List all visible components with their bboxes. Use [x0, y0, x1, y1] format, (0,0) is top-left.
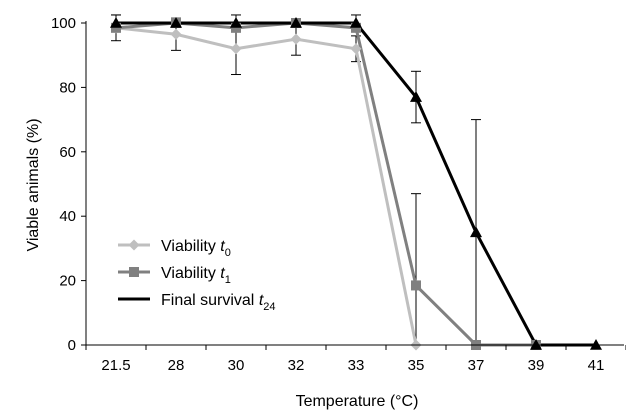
data-point — [170, 17, 182, 28]
y-tick-label: 20 — [59, 273, 76, 290]
y-tick-label: 100 — [51, 15, 76, 32]
x-tick-label: 39 — [528, 357, 545, 374]
data-point — [351, 22, 361, 33]
data-point — [530, 339, 542, 350]
data-point — [350, 43, 362, 55]
y-tick-label: 40 — [59, 208, 76, 225]
data-point — [231, 22, 241, 33]
data-point — [290, 17, 302, 28]
data-point — [111, 22, 121, 33]
legend-item-1: Viability t0 — [118, 238, 231, 259]
data-point — [411, 280, 421, 291]
data-point — [110, 17, 122, 28]
x-tick-label: 28 — [168, 357, 185, 374]
x-tick-label: 37 — [468, 357, 485, 374]
legend-item-3: Final survival t24 — [118, 292, 276, 313]
tick-labels: 0 20 40 60 80 100 21.5 28 30 32 33 35 37 39 41 — [51, 15, 604, 374]
axes — [81, 21, 626, 350]
legend-item-2: Viability t1 — [118, 265, 231, 286]
x-tick-label: 33 — [348, 357, 365, 374]
legend-label: Viability t1 — [161, 265, 231, 286]
legend-label: Final survival t24 — [161, 292, 276, 313]
data-point — [290, 33, 302, 45]
x-tick-label: 35 — [408, 357, 425, 374]
legend: Viability t0 Viability t1 Final survival t… — [118, 238, 276, 313]
data-point — [470, 226, 482, 238]
x-axis-title: Temperature (°C) — [296, 393, 419, 410]
data-point — [590, 339, 602, 350]
data-point — [230, 17, 242, 28]
legend-marker — [129, 267, 139, 277]
legend-marker — [128, 239, 140, 251]
x-tick-label: 41 — [588, 357, 605, 374]
y-tick-label: 80 — [59, 79, 76, 96]
x-tick-label: 30 — [228, 357, 245, 374]
data-point — [230, 43, 242, 55]
x-tick-label: 21.5 — [101, 357, 130, 374]
data-point — [170, 28, 182, 40]
legend-label: Viability t0 — [161, 238, 231, 259]
y-axis-title: Viable animals (%) — [25, 118, 42, 251]
y-tick-label: 0 — [68, 337, 76, 354]
y-tick-label: 60 — [59, 144, 76, 161]
data-point — [410, 91, 422, 102]
data-point — [350, 17, 362, 28]
x-tick-label: 32 — [288, 357, 305, 374]
series-line-1 — [115, 26, 418, 346]
